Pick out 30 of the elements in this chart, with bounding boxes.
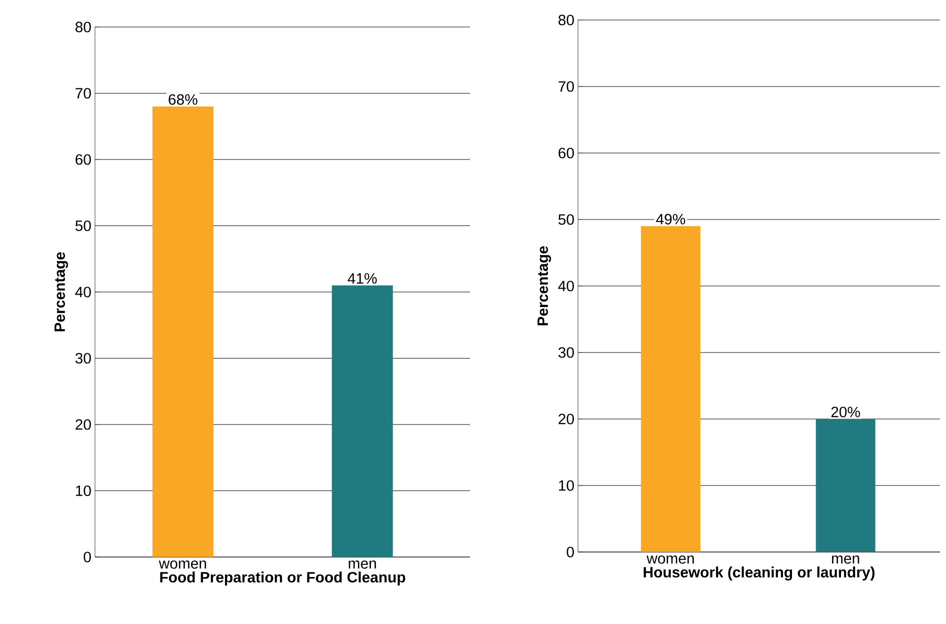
y-tick-label: 50 [75, 220, 91, 232]
y-tick-label: 40 [558, 280, 574, 292]
data-label: 49% [656, 214, 686, 224]
y-tick-label: 50 [558, 214, 574, 225]
y-tick-label: 20 [76, 419, 91, 430]
y-tick-label: 0 [566, 546, 574, 558]
x-axis-title: Housework (cleaning or laundry) [644, 566, 875, 581]
y-tick-label: 10 [76, 485, 91, 496]
x-tick-label: men [832, 556, 860, 564]
y-tick-label: 0 [84, 552, 91, 562]
y-tick-label: 10 [559, 480, 574, 491]
y-tick-label: 80 [558, 14, 574, 26]
x-axis-title: Food Preparation or Food Cleanup [160, 572, 406, 586]
y-tick-label: 30 [75, 352, 91, 364]
y-tick-label: 40 [75, 286, 91, 298]
y-tick-label: 70 [558, 81, 574, 92]
x-tick-label: women [646, 556, 694, 564]
y-tick-label: 70 [76, 88, 91, 99]
y-tick-label: 30 [558, 347, 574, 358]
y-tick-label: 60 [558, 148, 574, 158]
y-axis-title: Percentage [54, 252, 68, 332]
y-tick-label: 60 [76, 154, 91, 165]
data-label: 68% [168, 94, 198, 105]
data-label: 41% [348, 273, 377, 284]
y-tick-label: 20 [558, 414, 574, 424]
x-tick-label: men [348, 560, 376, 569]
x-tick-label: women [158, 560, 206, 569]
y-axis-title: Percentage [538, 246, 552, 326]
data-label: 20% [831, 406, 860, 418]
y-tick-label: 80 [76, 22, 91, 32]
